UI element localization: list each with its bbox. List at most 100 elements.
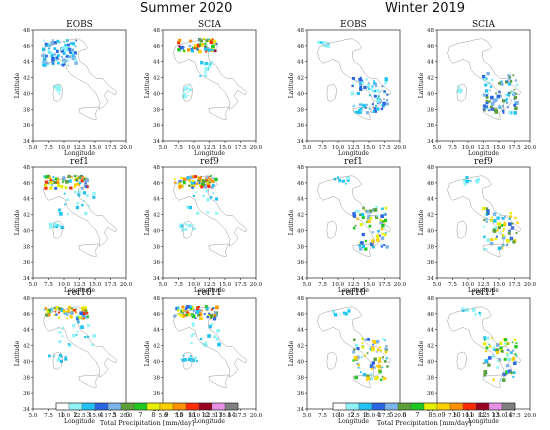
precip-cell xyxy=(505,373,508,375)
x-axis-label: Longitude xyxy=(338,287,369,294)
colorbar-tick-label: 10 xyxy=(452,411,460,419)
precip-cell xyxy=(490,107,495,111)
precip-cell xyxy=(499,341,503,345)
precip-cell xyxy=(373,80,375,82)
precip-cell xyxy=(66,198,69,201)
precip-cell xyxy=(490,95,494,100)
precip-cell xyxy=(185,313,189,317)
precip-cell xyxy=(191,324,195,328)
y-tick-label: 34 xyxy=(153,276,160,282)
precip-cell xyxy=(58,224,60,227)
precip-cell xyxy=(192,224,195,227)
precip-cell xyxy=(502,372,506,377)
precip-cell xyxy=(483,372,487,377)
precip-cell xyxy=(210,196,213,199)
precip-cell xyxy=(503,216,507,219)
colorbar-tick-label: 1 xyxy=(60,411,64,419)
precip-cell xyxy=(76,317,79,321)
precip-cell xyxy=(380,107,384,111)
precip-cell xyxy=(85,178,90,183)
precip-cell xyxy=(507,349,510,352)
coastline xyxy=(482,374,504,388)
x-axis-label: Longitude xyxy=(194,287,225,294)
precip-cell xyxy=(377,229,380,233)
precip-cell xyxy=(506,343,509,345)
y-tick-label: 44 xyxy=(297,197,304,203)
season-title-summer: Summer 2020 xyxy=(140,1,233,16)
x-tick-label: 7.5 xyxy=(318,282,327,288)
x-tick-label: 10.0 xyxy=(188,413,201,419)
precip-cell xyxy=(488,356,492,360)
y-axis-label: Latitude xyxy=(144,209,151,235)
precip-cell xyxy=(498,104,501,107)
precip-cell xyxy=(205,189,209,193)
precip-cell xyxy=(48,47,51,50)
precip-cell xyxy=(368,224,372,228)
precip-cell xyxy=(485,95,489,99)
precip-cell xyxy=(495,92,497,95)
precip-cell xyxy=(68,306,72,309)
precip-cell xyxy=(180,45,184,50)
precip-cell xyxy=(68,55,72,59)
precip-cell xyxy=(186,177,190,181)
precip-cell xyxy=(72,333,76,338)
coastline xyxy=(482,106,504,120)
x-tick-label: 12.5 xyxy=(477,282,490,288)
precip-cell xyxy=(186,305,190,309)
precip-cell xyxy=(509,80,513,83)
precip-cell xyxy=(370,367,374,370)
precip-cell xyxy=(489,105,493,109)
precip-cell xyxy=(43,175,46,178)
precip-cell xyxy=(189,175,193,180)
precip-cell xyxy=(385,357,388,360)
precip-cell xyxy=(66,55,69,58)
precip-cell xyxy=(192,175,195,179)
precip-cell xyxy=(205,39,209,43)
precip-cell xyxy=(209,317,213,320)
panel-title: SCIA xyxy=(198,20,222,30)
precip-cell xyxy=(362,104,367,108)
y-axis-label: Latitude xyxy=(288,72,295,98)
colorbar-tick-label: 11 xyxy=(465,411,473,419)
panel-title: EOBS xyxy=(66,20,93,30)
precip-cell xyxy=(178,182,182,185)
precip-cell xyxy=(57,357,60,360)
y-tick-label: 42 xyxy=(153,76,160,82)
x-tick-label: 5.0 xyxy=(159,145,168,151)
y-tick-label: 48 xyxy=(297,165,304,171)
precip-cell xyxy=(189,84,192,87)
precip-cell xyxy=(357,366,360,369)
precip-cell xyxy=(484,359,488,363)
precip-cell xyxy=(514,353,517,356)
precip-cell xyxy=(369,373,373,376)
precip-cell xyxy=(488,100,491,103)
season-title-winter: Winter 2019 xyxy=(385,1,466,16)
precip-cell xyxy=(203,44,206,47)
precip-cell xyxy=(73,183,77,187)
precip-cell xyxy=(77,190,81,194)
precip-cell xyxy=(482,362,485,365)
precip-cell xyxy=(493,348,496,351)
precip-cell xyxy=(514,79,517,82)
precip-cell xyxy=(57,54,60,57)
x-tick-label: 20.0 xyxy=(250,282,263,288)
y-tick-label: 38 xyxy=(427,375,434,381)
precip-cell xyxy=(83,183,87,187)
colorbar-swatch xyxy=(107,402,122,411)
precip-cell xyxy=(86,324,90,327)
panel-frame xyxy=(162,29,257,142)
precip-cell xyxy=(491,337,493,339)
precip-cell xyxy=(84,211,88,216)
precip-cell xyxy=(190,360,192,363)
precip-cell xyxy=(460,307,464,311)
precip-cell xyxy=(367,87,371,90)
precip-cell xyxy=(380,378,383,382)
colorbar-swatch xyxy=(81,402,96,411)
precip-cell xyxy=(211,323,214,326)
colorbar-tick-label: 2 xyxy=(73,411,77,419)
y-tick-label: 34 xyxy=(23,276,30,282)
precip-cell xyxy=(501,104,505,108)
precip-cell xyxy=(367,83,371,88)
x-tick-label: 12.5 xyxy=(477,413,490,419)
coastline xyxy=(447,38,522,110)
